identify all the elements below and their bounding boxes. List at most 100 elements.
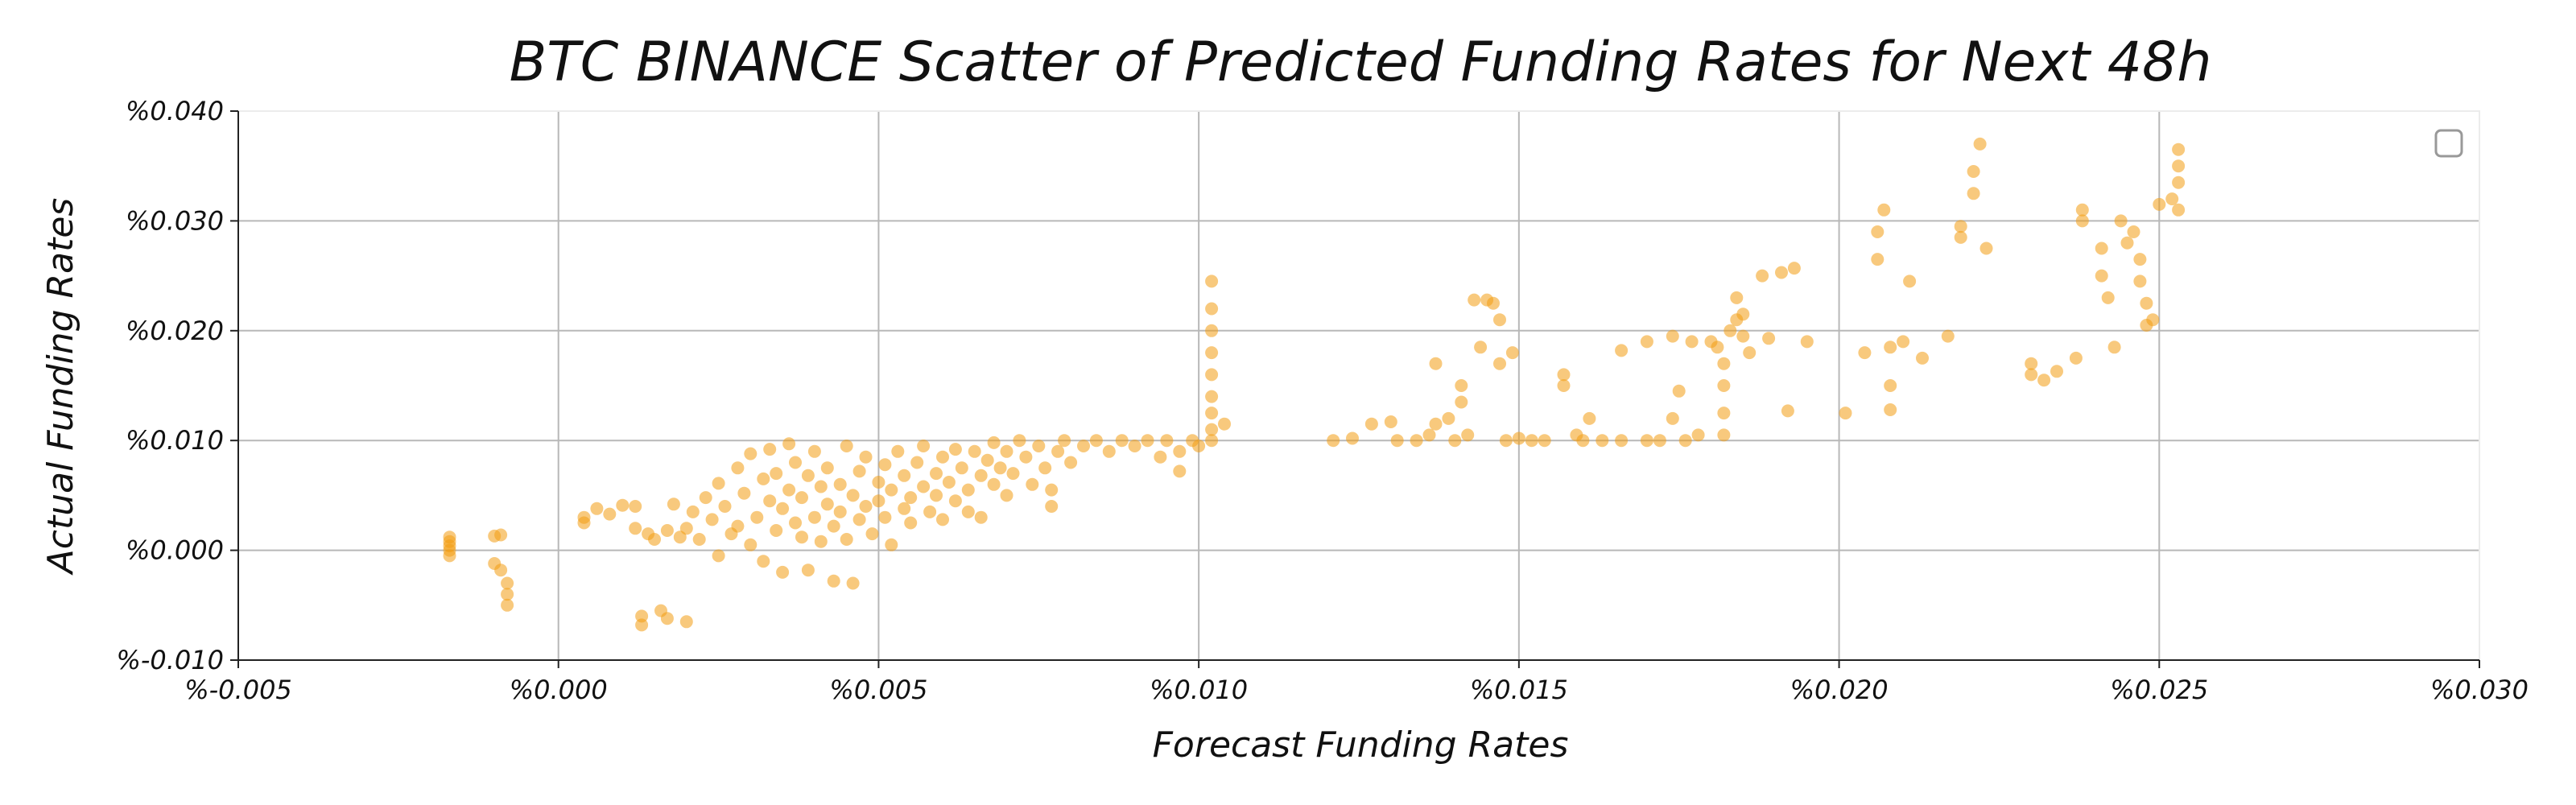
y-axis-label: Actual Funding Rates (40, 198, 81, 576)
scatter-point (820, 497, 834, 511)
scatter-point (1839, 407, 1852, 420)
scatter-point (2120, 236, 2134, 250)
scatter-point (1653, 434, 1666, 448)
scatter-point (1877, 203, 1891, 217)
scatter-point (1781, 404, 1794, 418)
scatter-point (501, 588, 514, 601)
scatter-point (776, 565, 790, 579)
scatter-point (1717, 379, 1731, 392)
scatter-point (1115, 434, 1129, 448)
scatter-point (648, 533, 661, 546)
x-tick-label: %0.020 (1790, 675, 1889, 705)
scatter-point (1192, 440, 1206, 452)
plot-frame (237, 110, 2480, 661)
scatter-point (865, 527, 879, 541)
scatter-point (776, 502, 790, 515)
x-tick-label: %0.000 (510, 675, 608, 705)
x-tick-label: %0.030 (2430, 675, 2529, 705)
scatter-point (635, 618, 649, 632)
scatter-point (987, 436, 1001, 449)
scatter-point (686, 505, 700, 518)
scatter-point (1205, 302, 1219, 316)
x-tick-label: %-0.005 (184, 675, 292, 705)
scatter-point (2095, 242, 2108, 255)
scatter-point (1512, 431, 1525, 445)
scatter-point (2095, 269, 2108, 283)
scatter-point (1006, 467, 1020, 481)
scatter-point (1499, 434, 1513, 448)
scatter-point (878, 458, 892, 472)
y-tick-label: %0.040 (126, 96, 224, 126)
scatter-point (1346, 431, 1359, 445)
scatter-point (789, 516, 802, 530)
scatter-point (782, 483, 796, 497)
scatter-point (878, 510, 892, 524)
scatter-point (1557, 368, 1571, 382)
scatter-point (1724, 324, 1737, 337)
scatter-point (2069, 351, 2083, 365)
scatter-point (840, 440, 853, 452)
scatter-point (1051, 444, 1065, 458)
scatter-point (898, 469, 911, 482)
scatter-point (1077, 440, 1090, 452)
scatter-point (1730, 291, 1744, 304)
scatter-point (1384, 415, 1397, 428)
scatter-point (1762, 332, 1776, 345)
scatter-point (712, 549, 725, 563)
scatter-point (1141, 434, 1154, 448)
scatter-point (1045, 483, 1059, 497)
y-tick-label: %0.020 (126, 316, 224, 346)
scatter-point (1903, 275, 1917, 288)
scatter-point (974, 510, 988, 524)
scatter-point (1493, 357, 1506, 370)
scatter-point (1666, 329, 1679, 343)
scatter-point (904, 516, 918, 530)
scatter-point (1884, 341, 1897, 354)
scatter-point (1205, 407, 1219, 420)
scatter-point (885, 538, 898, 551)
scatter-point (948, 494, 962, 508)
scatter-point (910, 456, 924, 469)
scatter-point (731, 519, 745, 533)
scatter-point (1615, 344, 1629, 357)
scatter-point (1576, 434, 1590, 448)
legend-box (2434, 129, 2463, 158)
scatter-point (1743, 346, 1757, 360)
x-axis-label: Forecast Funding Rates (1153, 724, 1569, 766)
scatter-point (1736, 308, 1750, 321)
scatter-point (1800, 335, 1814, 349)
scatter-point (1455, 395, 1468, 409)
scatter-point (494, 528, 508, 542)
scatter-point (795, 491, 808, 505)
scatter-point (898, 502, 911, 515)
x-tick-label: %0.010 (1150, 675, 1248, 705)
scatter-point (1973, 137, 1987, 151)
scatter-point (1596, 434, 1609, 448)
scatter-point (1557, 379, 1571, 392)
scatter-point (1897, 335, 1910, 349)
scatter-point (1493, 313, 1506, 327)
scatter-point (692, 533, 706, 546)
scatter-point (1916, 351, 1929, 365)
scatter-point (1691, 428, 1705, 442)
scatter-point (1364, 417, 1378, 431)
scatter-point (885, 483, 898, 497)
scatter-point (827, 574, 840, 588)
scatter-points (443, 137, 2186, 632)
scatter-point (2133, 275, 2147, 288)
scatter-point (1615, 434, 1629, 448)
scatter-point (852, 464, 866, 478)
scatter-point (1756, 269, 1769, 283)
scatter-point (891, 444, 905, 458)
scatter-point (660, 612, 674, 625)
scatter-point (814, 535, 828, 548)
scatter-point (1884, 379, 1897, 392)
scatter-point (1064, 456, 1078, 469)
x-tick-label: %0.005 (829, 675, 927, 705)
scatter-point (2146, 313, 2160, 327)
scatter-point (1327, 434, 1340, 448)
scatter-point (1205, 346, 1219, 360)
scatter-point (616, 498, 630, 512)
scatter-point (501, 598, 514, 612)
